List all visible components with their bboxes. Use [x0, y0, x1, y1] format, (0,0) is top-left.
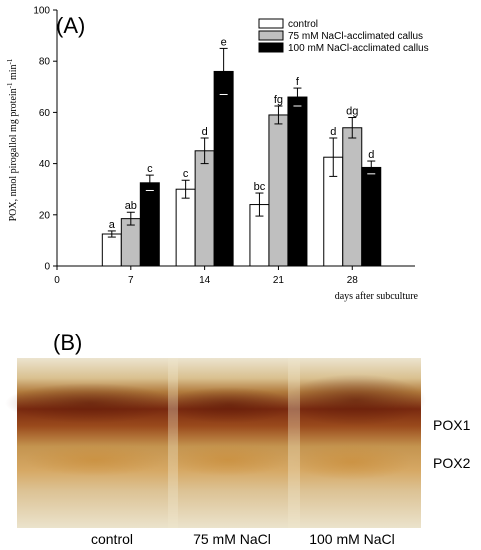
y-axis-title-sup1: -1: [6, 82, 14, 88]
bar: [213, 70, 234, 267]
significance-label: e: [221, 36, 227, 48]
y-tick-label: 0: [44, 262, 50, 273]
bar: [268, 114, 289, 267]
y-tick-label: 20: [39, 210, 51, 221]
bar: [361, 166, 382, 267]
significance-label: c: [147, 163, 153, 175]
gel-pox2-75mm: [168, 444, 288, 476]
bar: [194, 150, 215, 267]
significance-label: d: [368, 149, 374, 161]
bar: [120, 218, 141, 267]
bar: [101, 233, 122, 267]
x-tick-label: 21: [273, 275, 285, 286]
y-tick-label: 80: [39, 57, 51, 68]
panel-a-label: (A): [56, 13, 85, 38]
y-axis-title-mid: min: [8, 64, 19, 82]
bar: [287, 96, 308, 267]
gel-labels: control 75 mM NaCl 100 mM NaCl POX1 POX2: [91, 417, 471, 547]
x-tick-label: 14: [199, 275, 211, 286]
gel-image: [5, 358, 426, 528]
gel-band-label: POX1: [433, 417, 471, 433]
legend-entry: 100 mM NaCl-acclimated callus: [288, 43, 429, 54]
significance-label: ab: [125, 200, 137, 212]
x-tick-label: 28: [347, 275, 359, 286]
bar: [342, 127, 363, 267]
gel-lane-label: 75 mM NaCl: [193, 531, 271, 547]
gel-lane-label: control: [91, 531, 133, 547]
gel-lane-control-band: [5, 383, 175, 423]
significance-label: a: [109, 219, 116, 231]
y-tick-label: 40: [39, 159, 51, 170]
y-axis-title-sup2: -1: [6, 58, 14, 64]
legend-swatch: [258, 42, 284, 53]
y-tick-label: 60: [39, 108, 51, 119]
gel-lane-100mm-band: [286, 374, 426, 426]
gel-lane-gap-1: [168, 358, 178, 528]
y-axis-title: POX, nmol pirogallol mg protein-1 min-1: [6, 58, 19, 221]
bar: [139, 182, 160, 267]
x-tick-label: 7: [128, 275, 134, 286]
panel-b-label: (B): [53, 330, 82, 355]
bar: [175, 188, 196, 267]
gel-pox2-100mm: [292, 444, 412, 480]
legend-entry: control: [288, 19, 318, 30]
y-axis-title-main: POX, nmol pirogallol mg protein: [8, 88, 19, 221]
x-axis-title: days after subculture: [335, 291, 419, 302]
gel-lane-gap-2: [288, 358, 300, 528]
gel-lane-label: 100 mM NaCl: [309, 531, 395, 547]
significance-label: f: [296, 76, 300, 88]
gel-band-label: POX2: [433, 455, 471, 471]
significance-label: c: [183, 168, 189, 180]
significance-label: d: [202, 126, 208, 138]
y-tick-label: 100: [33, 6, 50, 17]
significance-label: dg: [346, 106, 358, 118]
significance-label: fg: [274, 94, 283, 106]
legend-swatch: [258, 18, 284, 29]
significance-label: bc: [254, 181, 266, 193]
legend-swatch: [258, 30, 284, 41]
gel-pox2-control: [25, 444, 165, 476]
x-tick-label: 0: [54, 275, 60, 286]
significance-label: d: [330, 126, 336, 138]
gel-lane-75mm-band: [164, 387, 294, 423]
legend-entry: 75 mM NaCl-acclimated callus: [288, 31, 423, 42]
